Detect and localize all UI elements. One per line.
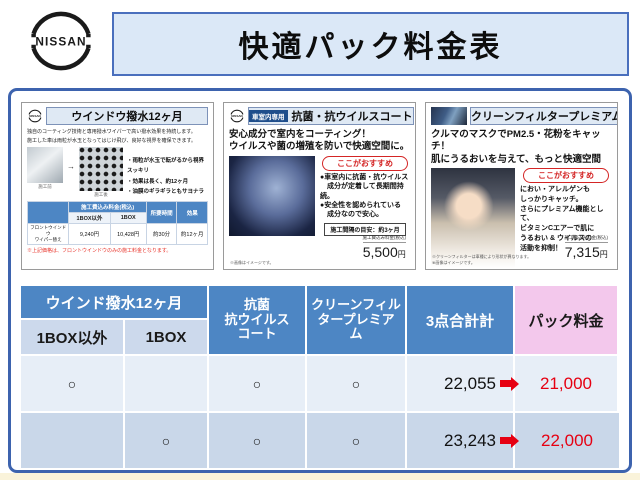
after-caption: 施工後 <box>94 192 108 197</box>
table-row-2-total: 23,243 <box>407 413 519 470</box>
nissan-logo-icon: NISSAN <box>31 11 91 71</box>
nissan-logo-icon: NISSAN <box>28 109 42 123</box>
card-filter-header: クリーンフィルタープレミアム <box>431 107 617 125</box>
pack-price-table: ウインド撥水12ヶ月 抗菌 抗ウイルス コート クリーンフィル タープレミア ム… <box>21 286 619 470</box>
table-row-2-filter: ○ <box>307 413 407 470</box>
column-total: 3点合計計 <box>407 286 515 356</box>
after-photo <box>79 147 123 191</box>
card-antivirus-title: 抗菌・抗ウイルスコート <box>291 111 413 123</box>
fine-print: ※クリーンフィルターは車種により形状が異なります。 ※画像はイメージです。 <box>432 254 532 265</box>
sub-header-1box: 1BOX <box>109 212 147 224</box>
page-title-text: 快適パック料金表 <box>238 31 503 64</box>
recommend-badge: ここがおすすめ <box>523 168 609 184</box>
table-row-2-pack-price: 22,000 <box>515 413 619 470</box>
woman-photo <box>431 168 515 269</box>
card-window-bullets: ・雨粒が水玉で転がるから視界スッキリ ・効果は長く、約12ヶ月 ・油膜のギラギラ… <box>127 158 205 196</box>
card-filter-content: ここがおすすめ におい・アレルゲンも しっかりキャッチ。 さらにプレミアム機能と… <box>431 168 612 269</box>
nissan-logo-icon: NISSAN <box>230 109 244 123</box>
page-header: NISSAN 快適パック料金表 <box>0 0 640 88</box>
time-value: 約30分 <box>145 223 178 245</box>
card-filter-body: におい・アレルゲンも しっかりキャッチ。 さらにプレミアム機能として、 ビタミン… <box>520 186 604 252</box>
brand-text: NISSAN <box>35 34 86 48</box>
column-1box: 1BOX <box>125 320 209 356</box>
card-window-visual: 施工前 → 施工後 ・雨粒が水玉で転がるから視界スッキリ ・効果は長く、約12ヶ… <box>27 147 208 198</box>
effect-header: 効果 <box>176 201 208 224</box>
table-row-1-1box-other: ○ <box>21 356 125 413</box>
column-clean-filter: クリーンフィル タープレミア ム <box>307 286 407 356</box>
card-antivirus-content: ここがおすすめ ●車室内に抗菌・抗ウイルス 成分が定着して長期間持続。 ●安全性… <box>229 155 410 236</box>
column-1box-other: 1BOX以外 <box>21 320 125 356</box>
card-window-repellent: NISSAN ウインドウ撥水12ヶ月 独自のコーティング技術と専用撥水ワイパーで… <box>21 102 214 270</box>
column-group-window: ウインド撥水12ヶ月 <box>21 286 209 320</box>
arrow-right-icon: → <box>67 162 75 171</box>
table-row-1-1box <box>125 356 209 413</box>
price-group-header: 施工費込み料金(税込) <box>68 201 147 213</box>
card-antivirus-coat: NISSAN 車室内専用 抗菌・抗ウイルスコート 安心成分で室内をコーティング！… <box>223 102 416 270</box>
table-row-1-total: 22,055 <box>407 356 519 413</box>
price-label: 施工費込み料金(税込) <box>564 235 608 243</box>
table-row-1-pack-price: 21,000 <box>515 356 619 413</box>
row-label: フロントウインドウ ワイパー替え <box>26 223 70 245</box>
card-antivirus-header: NISSAN 車室内専用 抗菌・抗ウイルスコート <box>229 107 414 125</box>
card-window-note: ※上記価格は、フロントウインドウのみの施工料金となります。 <box>27 247 172 254</box>
table-row-1-antivirus: ○ <box>209 356 307 413</box>
seat-photo <box>229 155 315 236</box>
card-filter-price: 施工費込み料金(税込) 7,315円 <box>564 235 608 260</box>
interval-note: 施工間隔の目安：約3ヶ月 <box>324 222 406 236</box>
red-arrow-icon <box>500 376 519 391</box>
svg-text:NISSAN: NISSAN <box>29 114 40 118</box>
card-window-header: NISSAN ウインドウ撥水12ヶ月 <box>27 107 208 125</box>
column-antivirus: 抗菌 抗ウイルス コート <box>209 286 307 356</box>
time-header: 所要時間 <box>145 201 178 224</box>
card-antivirus-title-bar: 車室内専用 抗菌・抗ウイルスコート <box>248 107 414 125</box>
bottom-strip <box>0 473 640 480</box>
red-arrow-icon <box>500 433 519 448</box>
card-antivirus-bullets: ●車室内に抗菌・抗ウイルス 成分が定着して長期間持続。 ●安全性を認められている… <box>320 173 409 219</box>
content-board: NISSAN ウインドウ撥水12ヶ月 独自のコーティング技術と専用撥水ワイパーで… <box>8 88 632 473</box>
svg-text:NISSAN: NISSAN <box>231 114 242 118</box>
price-1box: 10,428円 <box>109 223 147 245</box>
table-row-1-filter: ○ <box>307 356 407 413</box>
card-antivirus-headline: 安心成分で室内をコーティング！ ウイルスや菌の増殖を防いで快適空間に。 <box>229 129 410 153</box>
corner-cell <box>26 201 70 224</box>
card-window-price-table: 施工費込み料金(税込) 所要時間 効果 1BOX以外 1BOX フロントウインド… <box>26 201 208 245</box>
room-only-tag: 車室内専用 <box>249 110 288 122</box>
price-label: 施工費込み料金(税込) <box>362 235 406 243</box>
page-title: 快適パック料金表 <box>112 12 629 76</box>
card-filter-headline: クルマのマスクでPM2.5・花粉をキャッチ！ 肌にうるおいを与えて、もっと快適空… <box>431 129 602 165</box>
column-pack-price: パック料金 <box>515 286 619 356</box>
table-row-2-1box: ○ <box>125 413 209 470</box>
card-window-title: ウインドウ撥水12ヶ月 <box>46 107 208 125</box>
before-caption: 施工前 <box>38 184 52 189</box>
price-1box-other: 9,240円 <box>68 223 111 245</box>
product-cards: NISSAN ウインドウ撥水12ヶ月 独自のコーティング技術と専用撥水ワイパーで… <box>21 102 619 270</box>
card-window-description: 独自のコーティング技術と専用撥水ワイパーで高い撥水効果を持続します。 施工した車… <box>27 129 197 144</box>
table-row-2-antivirus: ○ <box>209 413 307 470</box>
fine-print: ※画像はイメージです。 <box>230 260 274 265</box>
price-value: 5,500円 <box>362 244 406 260</box>
card-antivirus-price: 施工費込み料金(税込) 5,500円 <box>362 235 406 260</box>
price-value: 7,315円 <box>564 244 608 260</box>
effect-value: 約12ヶ月 <box>176 223 208 245</box>
card-clean-filter: クリーンフィルタープレミアム クルマのマスクでPM2.5・花粉をキャッチ！ 肌に… <box>425 102 618 270</box>
recommend-badge: ここがおすすめ <box>322 155 408 171</box>
table-row-2-1box-other <box>21 413 125 470</box>
dashboard-photo <box>431 107 467 125</box>
sub-header-1box-other: 1BOX以外 <box>68 212 111 224</box>
card-filter-title: クリーンフィルタープレミアム <box>470 107 617 125</box>
before-photo <box>27 147 63 183</box>
